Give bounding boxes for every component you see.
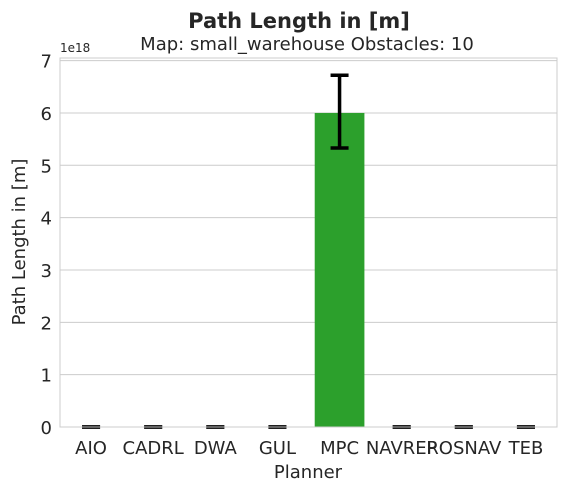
x-axis-label: Planner [274,462,343,483]
bar [315,113,365,427]
y-scale-label: 1e18 [60,41,90,55]
x-tick-label: ROSNAV [426,438,502,459]
y-tick-labels: 0 1 2 3 4 5 6 7 [41,52,52,439]
gridlines [60,61,557,427]
x-tick-label: DWA [194,438,238,459]
y-tick-label: 7 [41,52,52,73]
y-tick-label: 2 [41,313,52,334]
x-tick-label: TEB [508,438,544,459]
x-tick-label: GUL [259,438,296,459]
x-tick-label: CADRL [123,438,184,459]
y-tick-label: 3 [41,261,52,282]
bars [315,113,365,427]
y-tick-label: 0 [41,418,52,439]
y-tick-label: 1 [41,366,52,387]
y-tick-label: 4 [41,209,52,230]
y-tick-label: 6 [41,104,52,125]
x-tick-label: MPC [320,438,359,459]
chart-subtitle: Map: small_warehouse Obstacles: 10 [140,34,474,55]
y-axis-label: Path Length in [m] [9,159,30,326]
chart-title: Path Length in [m] [188,9,410,33]
y-tick-label: 5 [41,156,52,177]
x-tick-label: AIO [75,438,107,459]
